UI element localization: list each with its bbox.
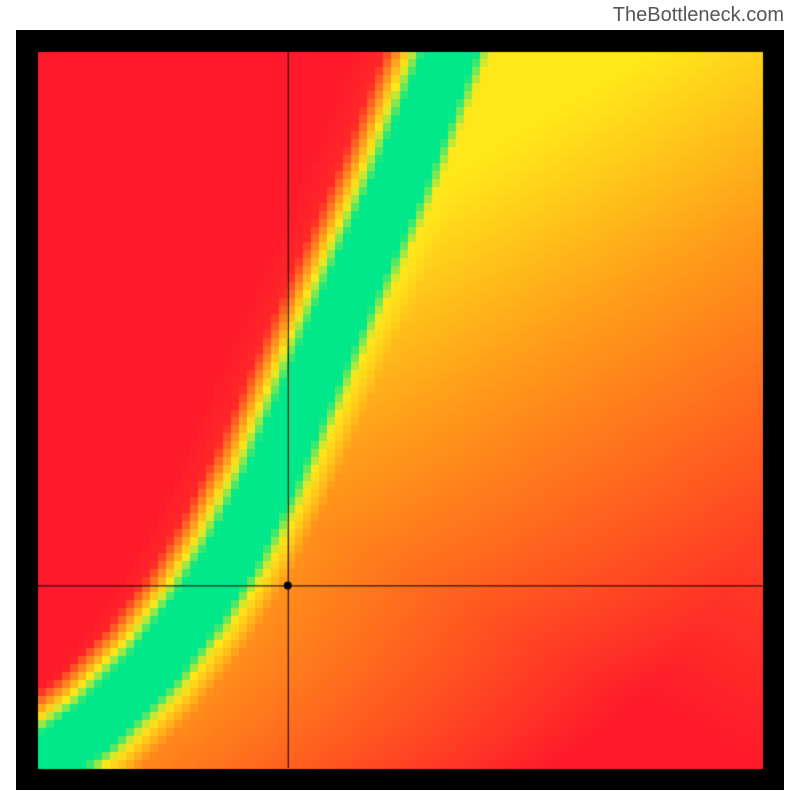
watermark-text: TheBottleneck.com xyxy=(613,4,784,27)
heatmap-canvas xyxy=(16,30,784,790)
chart-container: TheBottleneck.com xyxy=(0,0,800,800)
heatmap-plot xyxy=(16,30,784,790)
